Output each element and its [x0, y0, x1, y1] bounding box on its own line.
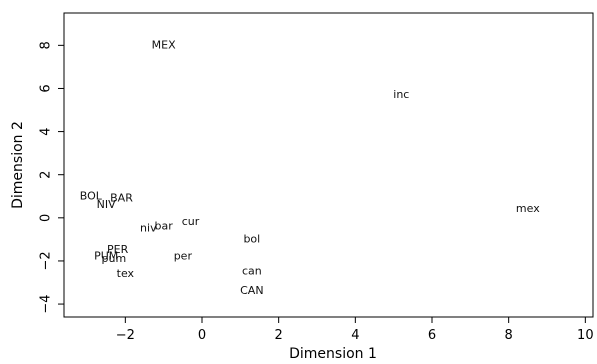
point-label-per: per: [174, 250, 193, 263]
y-tick-label: −4: [39, 294, 54, 313]
y-tick-label: 8: [39, 41, 54, 49]
point-label-bol: BOL: [80, 189, 103, 202]
y-tick-label: 0: [39, 214, 54, 222]
point-label-per: PER: [107, 243, 129, 256]
point-label-mex: mex: [516, 202, 540, 215]
y-tick-label: 4: [39, 127, 54, 135]
point-label-bar: bar: [155, 219, 174, 232]
point-label-can: can: [242, 265, 262, 278]
y-tick-label: −2: [39, 251, 54, 270]
point-label-niv: NIV: [97, 198, 116, 211]
x-tick-label: 4: [351, 328, 359, 343]
point-label-pum: pum: [101, 252, 126, 265]
x-tick-label: 10: [577, 328, 594, 343]
point-label-bol: bol: [243, 232, 260, 245]
y-tick-label: 2: [39, 171, 54, 179]
point-label-mex: MEX: [152, 38, 176, 51]
point-label-tex: tex: [117, 267, 135, 280]
x-tick-label: 8: [505, 328, 513, 343]
x-tick-label: 6: [428, 328, 436, 343]
point-label-can: CAN: [240, 284, 263, 297]
point-label-cur: cur: [182, 215, 200, 228]
point-label-niv: niv: [140, 222, 157, 235]
point-label-inc: inc: [393, 88, 409, 101]
y-axis: −4 −2 0 2 4 6 8: [39, 41, 64, 314]
point-label-bar: BAR: [110, 191, 133, 204]
x-axis: −2 0 2 4 6 8 10: [116, 317, 594, 343]
y-axis-title: Dimension 2: [10, 121, 26, 209]
x-tick-label: 0: [198, 328, 206, 343]
x-tick-label: 2: [275, 328, 283, 343]
plot-frame: [63, 12, 594, 318]
point-label-pum: PUM: [94, 250, 118, 263]
y-tick-label: 6: [39, 84, 54, 92]
x-axis-title: Dimension 1: [289, 346, 377, 362]
x-tick-label: −2: [116, 328, 135, 343]
